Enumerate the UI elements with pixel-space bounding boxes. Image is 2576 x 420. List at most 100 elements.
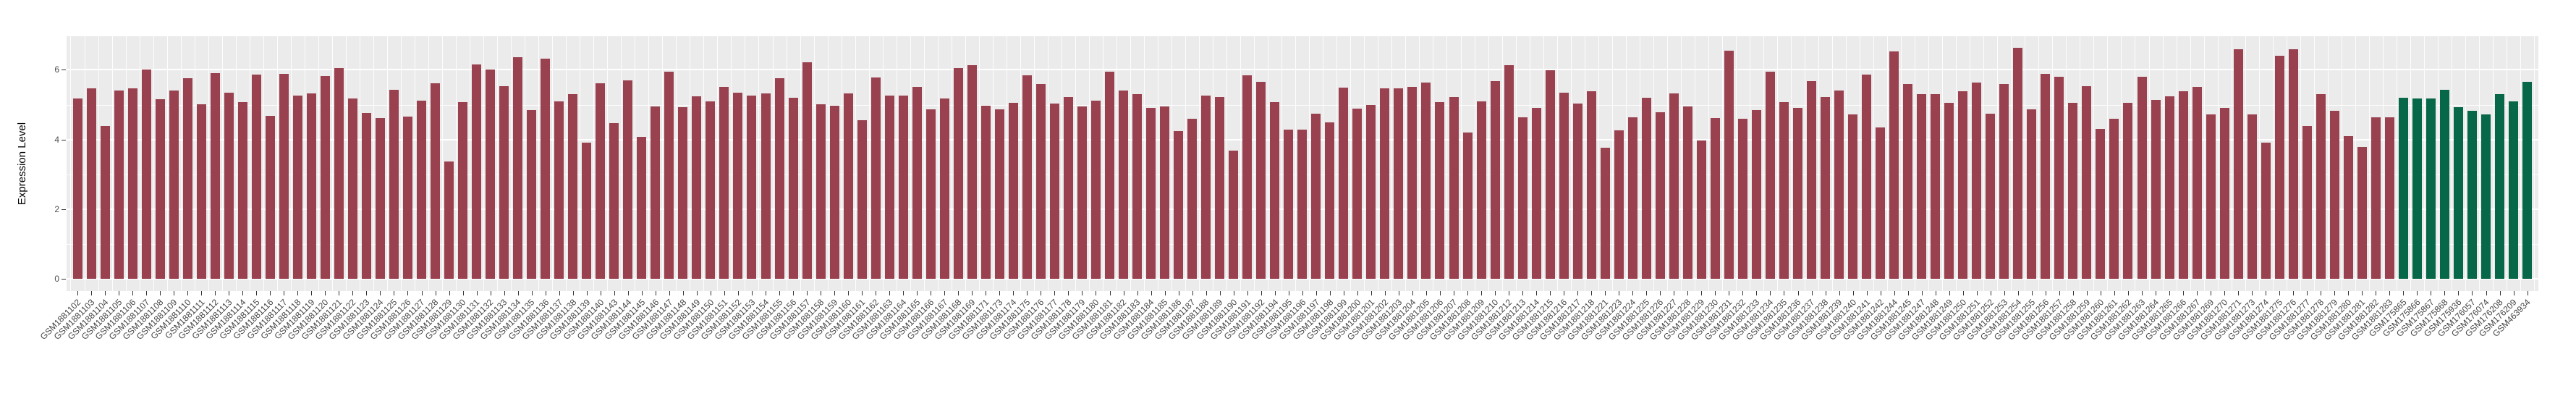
x-tick-mark [2334, 291, 2336, 295]
x-tick-mark [1522, 291, 1524, 295]
bar-GSM1881111 [196, 104, 206, 279]
bar-GSM1881239 [1834, 91, 1844, 279]
gridline-vertical [703, 36, 705, 291]
gridline-vertical [2478, 36, 2480, 291]
gridline-vertical [1281, 36, 1283, 291]
gridline-vertical [1185, 36, 1187, 291]
gridline-vertical [1776, 36, 1778, 291]
bar-GSM1881180 [1090, 101, 1101, 279]
gridline-vertical [1832, 36, 1834, 291]
y-tick-label: 6 [54, 64, 59, 75]
bar-GSM1881103 [86, 88, 96, 279]
x-tick-mark [1481, 291, 1483, 295]
bar-GSM1881183 [1132, 94, 1143, 279]
gridline-vertical [2162, 36, 2164, 291]
bar-GSM1881123 [361, 112, 371, 279]
x-tick-mark [407, 291, 409, 295]
bar-GSM1881104 [100, 125, 110, 279]
x-tick-mark [1439, 291, 1441, 295]
bar-GSM1881229 [1696, 140, 1706, 279]
bar-GSM1881208 [1462, 132, 1473, 279]
x-tick-mark [1591, 291, 1593, 295]
bar-GSM1881130 [458, 101, 468, 279]
x-tick-mark [1384, 291, 1386, 295]
gridline-vertical [1666, 36, 1668, 291]
gridline-vertical [2272, 36, 2274, 291]
x-tick-mark [1852, 291, 1854, 295]
x-tick-mark [1907, 291, 1909, 295]
bar-GSM1881273 [2247, 114, 2257, 279]
x-tick-mark [160, 291, 161, 295]
gridline-vertical [1543, 36, 1544, 291]
bar-GSM1881204 [1407, 86, 1418, 279]
bar-GSM1881258 [2068, 102, 2078, 279]
x-tick-mark [2417, 291, 2418, 295]
bar-GSM1881169 [967, 64, 977, 279]
x-tick-mark [1274, 291, 1276, 295]
bar-GSM1881147 [664, 71, 674, 279]
y-axis-title: Expression Level [16, 122, 28, 206]
x-tick-mark [1357, 291, 1358, 295]
gridline-vertical [800, 36, 801, 291]
gridline-vertical [2038, 36, 2040, 291]
gridline-vertical [566, 36, 567, 291]
bar-GSM1881255 [2027, 109, 2037, 279]
bar-GSM1881114 [237, 101, 247, 279]
x-tick-mark [2458, 291, 2460, 295]
bar-GSM1881270 [2219, 107, 2229, 279]
gridline-vertical [1570, 36, 1572, 291]
bar-GSM1881195 [1284, 130, 1294, 279]
bar-GSM1881213 [1517, 117, 1528, 279]
x-tick-mark [2127, 291, 2129, 295]
bar-GSM1881281 [2357, 146, 2367, 279]
bar-GSM1881253 [1999, 83, 2009, 279]
bar-GSM1881269 [2206, 114, 2216, 279]
bar-GSM1881191 [1242, 75, 1253, 279]
gridline-vertical [910, 36, 911, 291]
gridline-vertical [1708, 36, 1709, 291]
x-tick-mark [352, 291, 354, 295]
bar-GSM1881207 [1449, 97, 1459, 279]
bar-GSM1881202 [1380, 88, 1390, 279]
x-tick-mark [1013, 291, 1014, 295]
bar-GSM1881234 [1765, 71, 1775, 279]
bar-GSM1881266 [2178, 91, 2188, 279]
gridline-vertical [111, 36, 113, 291]
gridline-vertical [1488, 36, 1489, 291]
gridline-vertical [497, 36, 499, 291]
x-tick-mark [1027, 291, 1028, 295]
bar-GSM1881158 [815, 104, 826, 279]
gridline-vertical [456, 36, 457, 291]
gridline-vertical [648, 36, 650, 291]
x-tick-mark [1839, 291, 1840, 295]
x-tick-mark [1109, 291, 1111, 295]
bar-GSM1881174 [1008, 103, 1018, 279]
bar-GSM1881228 [1682, 106, 1692, 279]
bar-GSM1881162 [870, 77, 881, 279]
bar-GSM1881102 [72, 98, 82, 279]
gridline-vertical [2465, 36, 2466, 291]
gridline-vertical [2534, 36, 2535, 291]
gridline-vertical [2327, 36, 2329, 291]
gridline-vertical [1309, 36, 1310, 291]
gridline-vertical [882, 36, 884, 291]
bar-GSM1881145 [637, 137, 647, 279]
x-tick-mark [504, 291, 505, 295]
gridline-vertical [318, 36, 319, 291]
x-tick-mark [1949, 291, 1950, 295]
x-tick-mark [2362, 291, 2363, 295]
bar-GSM1881240 [1848, 114, 1858, 279]
y-tick-label: 2 [54, 203, 59, 214]
x-tick-mark [1756, 291, 1758, 295]
x-tick-mark [641, 291, 643, 295]
gridline-vertical [1501, 36, 1503, 291]
x-tick-mark [242, 291, 244, 295]
gridline-vertical [1983, 36, 1985, 291]
bar-GSM1881214 [1531, 107, 1541, 279]
bar-GSM1881199 [1339, 87, 1349, 279]
x-tick-mark [1962, 291, 1964, 295]
x-tick-mark [862, 291, 863, 295]
bar-GSM1881251 [1972, 83, 1982, 279]
bar-GSM176208 [2495, 93, 2505, 279]
gridline-vertical [2410, 36, 2411, 291]
